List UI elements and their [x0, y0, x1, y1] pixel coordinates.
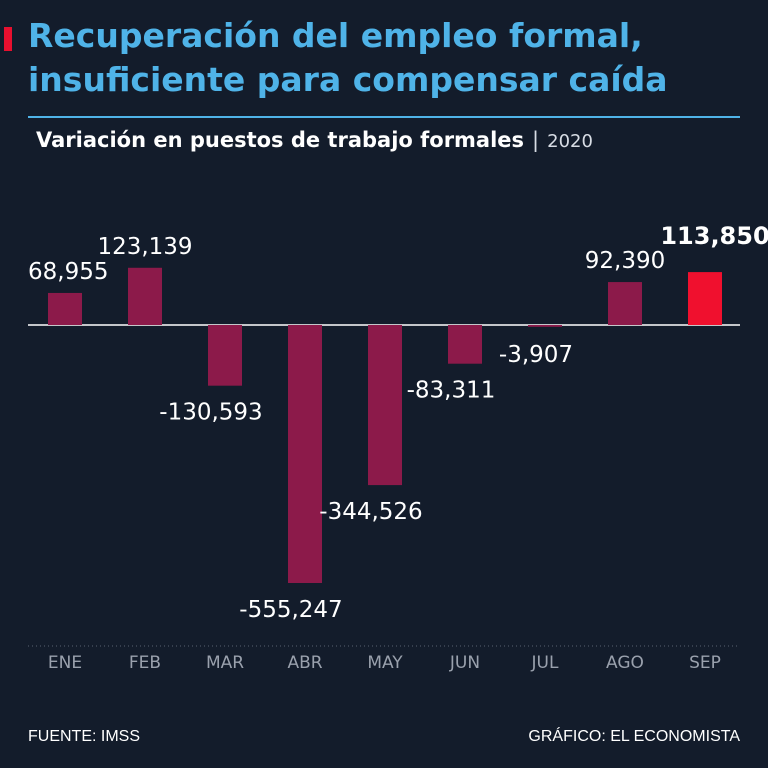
value-label-jul: -3,907	[499, 342, 573, 368]
value-label-mar: -130,593	[159, 400, 262, 426]
value-label-abr: -555,247	[239, 597, 342, 623]
x-tick-mar: MAR	[206, 653, 244, 673]
bar-abr	[288, 325, 322, 583]
source-note: FUENTE: IMSS	[28, 728, 141, 745]
x-tick-feb: FEB	[129, 653, 161, 673]
value-label-feb: 123,139	[97, 234, 192, 260]
x-tick-jun: JUN	[449, 653, 480, 673]
value-label-jun: -83,311	[407, 378, 496, 404]
bar-chart: 68,955 ENE 123,139 FEB -130,593 MAR -555,247 AB…	[28, 222, 768, 673]
title-divider	[28, 116, 740, 118]
bar-sep	[688, 272, 722, 325]
x-tick-sep: SEP	[689, 653, 721, 673]
bar-ago	[608, 282, 642, 325]
x-tick-abr: ABR	[287, 653, 322, 673]
subtitle-text: Variación en puestos de trabajo formales	[36, 128, 525, 152]
x-tick-may: MAY	[367, 653, 403, 673]
title-accent-bar	[4, 27, 12, 51]
value-label-may: -344,526	[319, 499, 422, 525]
bar-may	[368, 325, 402, 486]
subtitle-separator: |	[532, 128, 540, 152]
value-label-ene: 68,955	[28, 259, 108, 285]
bar-feb	[128, 267, 162, 325]
value-label-sep: 113,850	[660, 222, 768, 250]
x-tick-jul: JUL	[531, 653, 559, 673]
value-label-ago: 92,390	[585, 248, 665, 274]
bar-jun	[448, 325, 482, 364]
bar-mar	[208, 325, 242, 386]
subtitle-year: 2020	[547, 131, 593, 152]
bar-jul	[528, 325, 562, 327]
x-tick-ago: AGO	[606, 653, 644, 673]
chart-title: Recuperación del empleo formal, insufici…	[28, 14, 758, 102]
credit-note: GRÁFICO: EL ECONOMISTA	[528, 728, 740, 745]
chart-subtitle: Variación en puestos de trabajo formales…	[36, 128, 593, 152]
title-line-2: insuficiente para compensar caída	[28, 60, 668, 99]
bar-ene	[48, 292, 82, 325]
title-line-1: Recuperación del empleo formal,	[28, 16, 643, 55]
x-tick-ene: ENE	[48, 653, 82, 673]
